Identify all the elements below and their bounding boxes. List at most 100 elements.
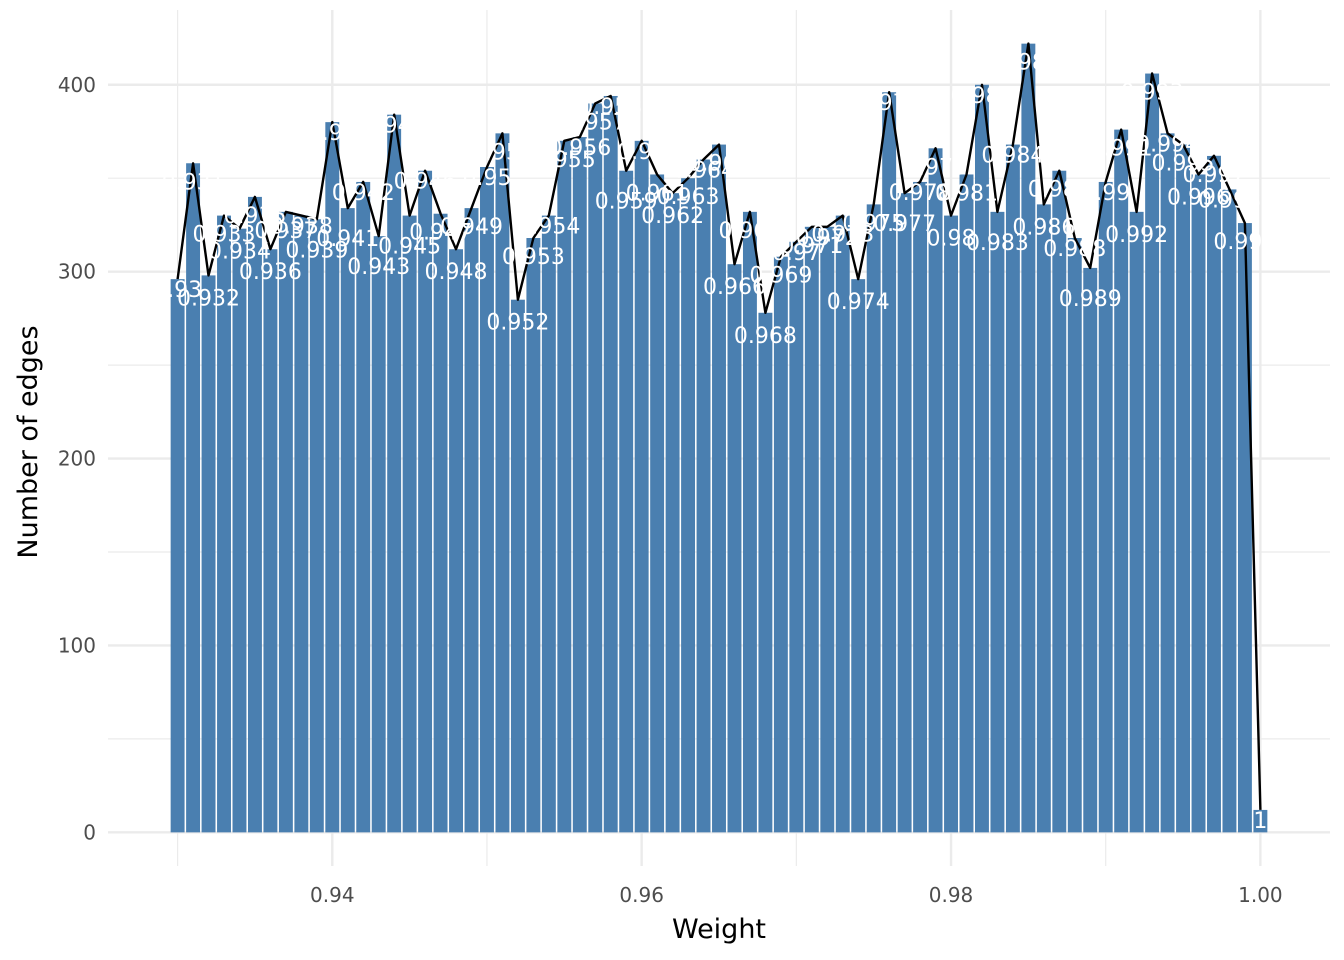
count-line xyxy=(176,42,1262,810)
y-tick-label: 0 xyxy=(83,820,96,844)
bar-value-labels: 0.930.9310.9320.9330.9340.9350.9360.9370… xyxy=(153,51,1276,834)
bar-value-label: 0.949 xyxy=(440,215,503,240)
histogram-bar xyxy=(727,264,742,833)
x-tick-label: 0.96 xyxy=(619,883,664,907)
histogram-bar xyxy=(1021,43,1036,833)
bar-value-label: 0.93 xyxy=(153,278,202,303)
histogram-bar xyxy=(387,114,402,833)
bar-value-label: 0.995 xyxy=(1152,152,1215,177)
bar-value-label: 0.976 xyxy=(858,91,921,116)
bar-value-label: 0.955 xyxy=(533,148,596,173)
bar-value-label: 0.942 xyxy=(332,181,395,206)
histogram-bar xyxy=(1098,181,1113,833)
histogram-bar xyxy=(278,211,293,833)
histogram-bar xyxy=(1253,809,1268,833)
histogram-bar xyxy=(820,226,835,833)
histogram-bar xyxy=(851,279,866,833)
histogram-bar xyxy=(835,215,850,833)
histogram-bar xyxy=(1160,133,1175,833)
bars xyxy=(170,43,1268,833)
histogram-bar xyxy=(201,275,216,833)
bar-value-label: 0.941 xyxy=(316,227,379,252)
bar-value-label: 0.982 xyxy=(950,84,1013,109)
bar-value-label: 0.99 xyxy=(1081,181,1130,206)
histogram-bar xyxy=(186,163,201,833)
histogram-bar xyxy=(510,299,525,833)
histogram-bar xyxy=(464,208,479,833)
bar-value-label: 0.969 xyxy=(749,264,812,289)
histogram-bar xyxy=(356,181,371,833)
bar-value-label: 0.984 xyxy=(981,144,1044,169)
histogram-bar xyxy=(588,103,603,833)
histogram-bar xyxy=(1005,144,1020,833)
bar-value-label: 0.997 xyxy=(1182,163,1245,188)
histogram-bar xyxy=(247,196,262,833)
bar-value-label: 0.966 xyxy=(703,275,766,300)
x-tick-label: 0.98 xyxy=(929,883,974,907)
histogram-bar xyxy=(603,95,618,833)
bar-value-label: 0.965 xyxy=(688,152,751,177)
histogram-bar xyxy=(217,215,231,833)
histogram-bar xyxy=(789,241,804,833)
histogram-bar xyxy=(495,133,510,833)
histogram-bar xyxy=(1052,170,1067,833)
bar-value-label: 0.947 xyxy=(409,221,472,246)
histogram-bar xyxy=(990,211,1005,833)
histogram-bar xyxy=(526,238,541,833)
bar-value-label: 0.962 xyxy=(641,204,704,229)
x-axis-title: Weight xyxy=(672,914,766,945)
histogram-bar xyxy=(1222,189,1237,833)
bar-value-label: 0.987 xyxy=(1028,178,1091,203)
bar-value-label: 0.948 xyxy=(425,260,488,285)
bar-value-label: 0.981 xyxy=(935,181,998,206)
bar-value-label: 0.983 xyxy=(966,231,1029,256)
bar-value-label: 0.963 xyxy=(657,185,720,210)
histogram-bar xyxy=(804,226,819,833)
bar-value-label: 0.935 xyxy=(223,204,286,229)
histogram-bar xyxy=(1191,174,1206,833)
histogram-bar xyxy=(1207,155,1221,833)
histogram-bar xyxy=(402,215,417,833)
y-tick-label: 200 xyxy=(58,447,96,471)
bar-value-label: 0.95 xyxy=(462,166,511,191)
histogram-bar xyxy=(1114,129,1129,833)
histogram-bar xyxy=(433,213,448,833)
histogram-bar xyxy=(170,279,185,833)
histogram-bar xyxy=(325,122,340,833)
bar-value-label: 0.938 xyxy=(270,215,333,240)
histogram-bar xyxy=(944,215,958,833)
bar-value-label: 0.973 xyxy=(811,223,874,248)
histogram-bar xyxy=(1067,238,1082,833)
bar-value-label: 0.952 xyxy=(486,311,549,336)
bar-value-label: 0.936 xyxy=(239,260,302,285)
bar-value-label: 0.958 xyxy=(579,95,642,120)
x-tick-label: 0.94 xyxy=(310,883,355,907)
histogram-bar xyxy=(340,208,355,833)
histogram-bar xyxy=(418,170,433,833)
bar-value-label: 0.94 xyxy=(308,121,357,146)
histogram-bar xyxy=(758,312,773,833)
bar-value-label: 0.939 xyxy=(285,238,348,263)
bar-value-label: 0.933 xyxy=(193,223,256,248)
y-tick-label: 300 xyxy=(58,260,96,284)
histogram-bar xyxy=(913,181,928,833)
histogram-bar xyxy=(1129,211,1144,833)
histogram-bar xyxy=(232,228,247,833)
histogram-bar xyxy=(263,249,278,833)
histogram-bar xyxy=(371,236,386,833)
histogram-bar xyxy=(665,193,680,833)
bar-value-label: 0.968 xyxy=(734,324,797,349)
histogram-bar xyxy=(1176,144,1191,833)
bar-value-label: 0.978 xyxy=(889,181,952,206)
histogram-bar xyxy=(1237,223,1252,833)
bar-value-label: 0.971 xyxy=(780,234,843,259)
frequency-line xyxy=(176,42,1262,810)
bar-value-label: 0.986 xyxy=(1012,215,1075,240)
histogram-bar xyxy=(681,178,696,833)
bar-value-label: 0.945 xyxy=(378,235,441,260)
bar-value-label: 0.97 xyxy=(772,241,821,266)
bar-value-label: 0.951 xyxy=(471,140,534,165)
bar-value-label: 0.988 xyxy=(1043,237,1106,262)
histogram-bar xyxy=(309,219,324,833)
bar-value-label: 1 xyxy=(1253,809,1267,834)
